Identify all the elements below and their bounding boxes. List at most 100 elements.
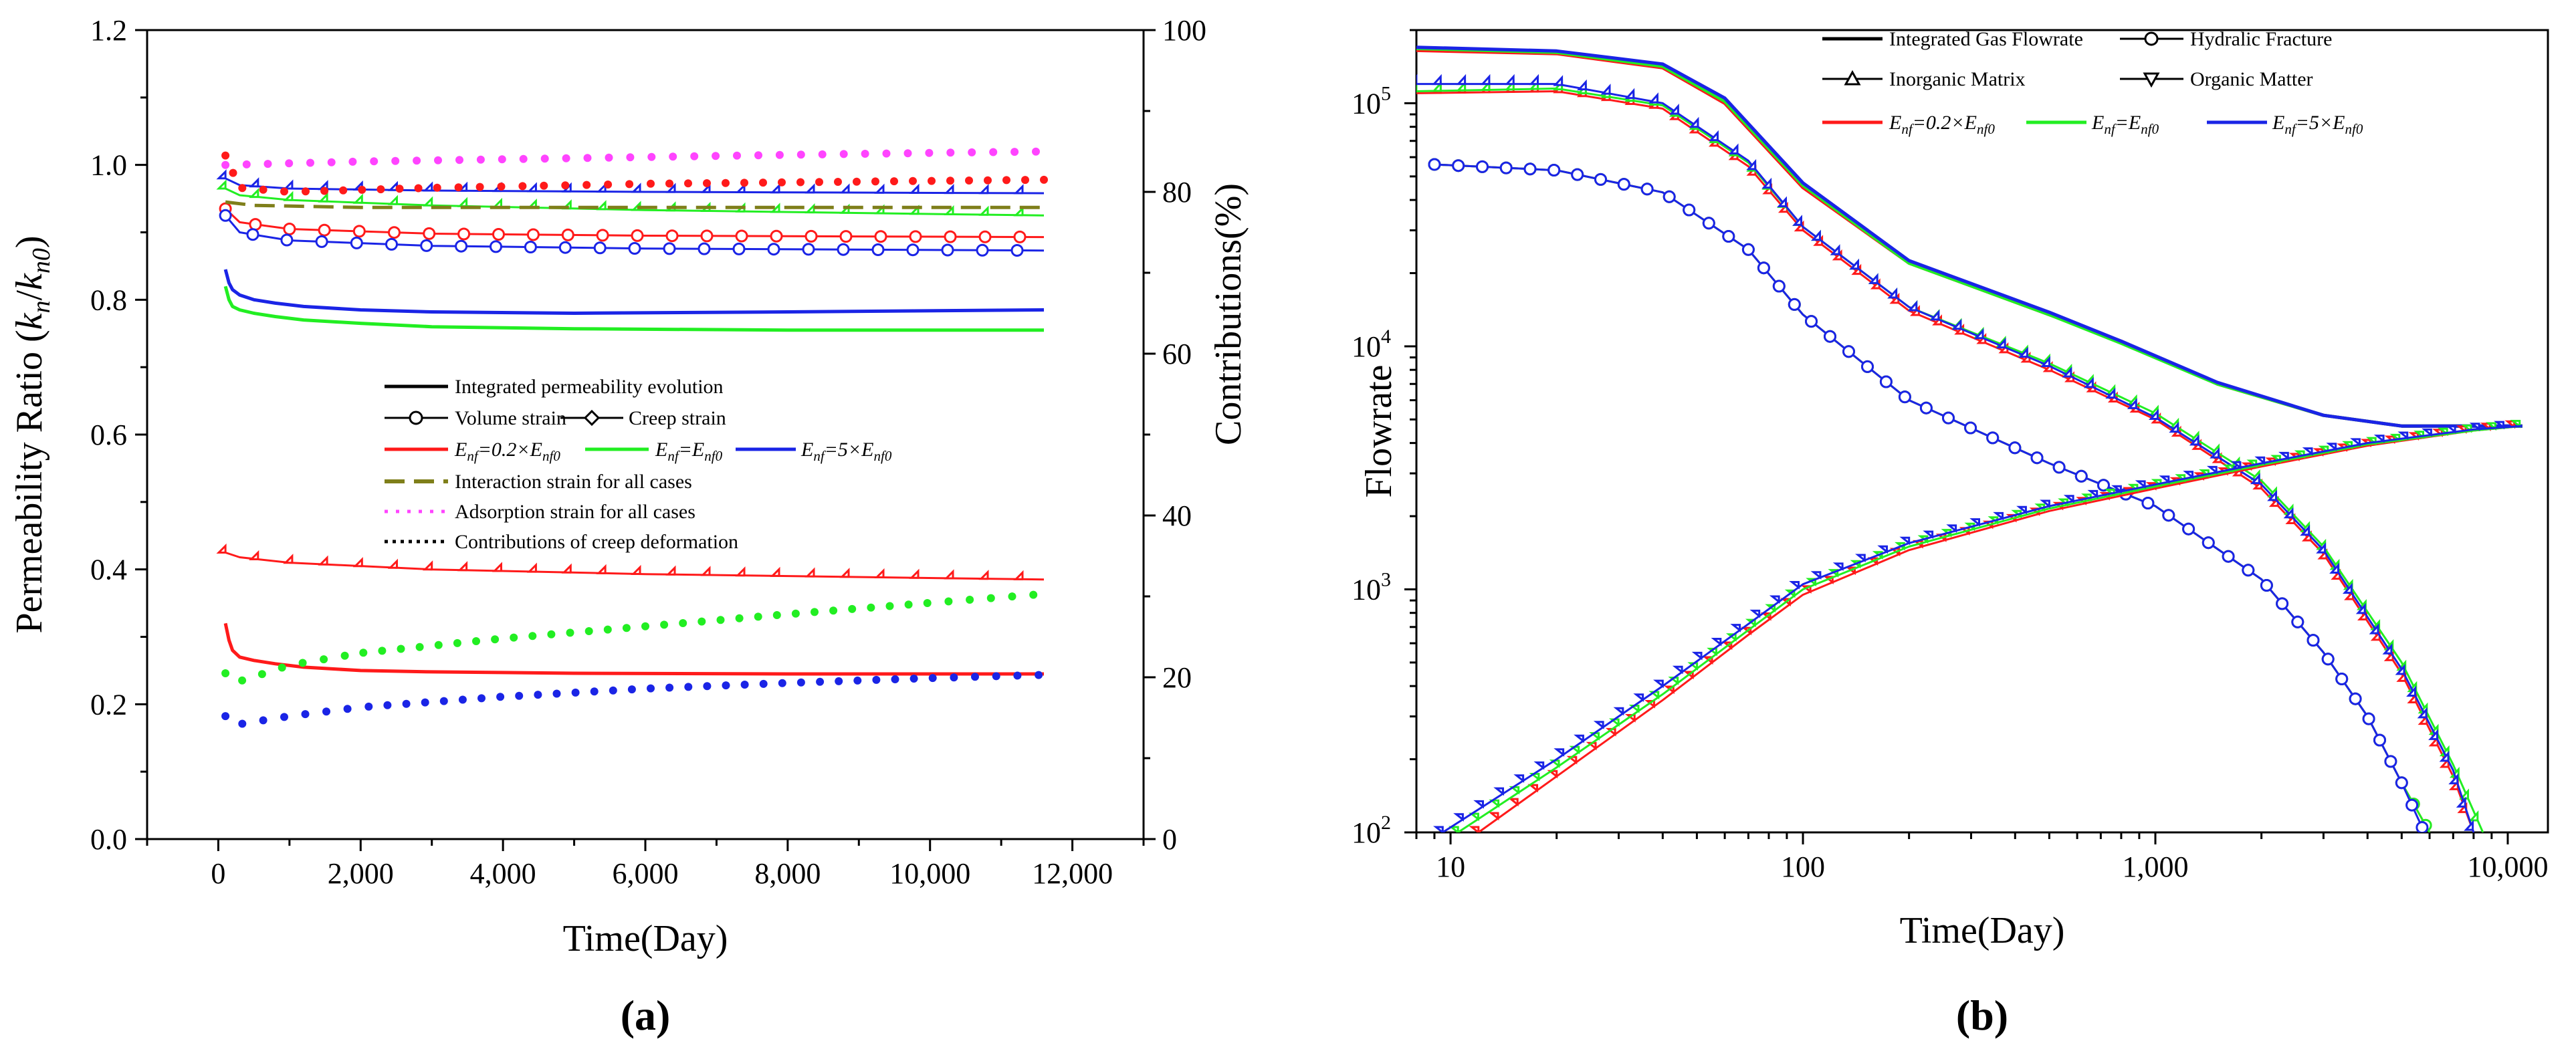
a-series-10-dot (518, 182, 527, 191)
b-series-11-marker (1946, 524, 1957, 534)
a-series-3-marker (283, 223, 296, 235)
a-series-10-dot (454, 183, 463, 192)
b-series-5-marker (2373, 733, 2386, 747)
a-series-11-dot (528, 632, 537, 641)
b-series-9-marker (1488, 812, 1499, 821)
a-series-9-dot (391, 156, 400, 165)
b-series-5-marker (1919, 401, 1933, 415)
b-series-8-marker (1431, 74, 1442, 86)
a-series-3-marker (388, 226, 401, 239)
legend-b-blue: Enf=5×Enf0 (2272, 112, 2363, 137)
b-series-8-marker (1669, 104, 1679, 115)
b-series-11-marker (1711, 638, 1722, 647)
a-series-10-dot (221, 151, 230, 160)
a-series-9-dot (818, 150, 827, 158)
b-series-5-marker (2141, 497, 2155, 509)
b-series-5-marker (1428, 158, 1441, 171)
a-series-10-dot (625, 180, 634, 189)
a-series-9-dot (476, 155, 485, 164)
a-series-4-marker (871, 243, 885, 256)
a-series-3-marker (318, 223, 331, 237)
a-series-9-dot (882, 149, 891, 158)
a-series-12-dot (259, 716, 267, 725)
b-series-11-marker (1672, 665, 1683, 675)
plot-frame-b (1415, 29, 2549, 834)
b-series-7 (1416, 87, 2484, 832)
a-series-4-marker (219, 209, 232, 222)
a-series-10-dot (684, 179, 692, 188)
b-series-11-marker (1730, 624, 1741, 632)
a-series-3-marker (770, 229, 783, 243)
a-series-12-dot (322, 707, 330, 716)
legend-a-creep: Creep strain (629, 407, 726, 429)
a-series-12-dot (439, 697, 448, 705)
a-series-5-marker (283, 554, 294, 564)
a-series-12-dot (238, 719, 247, 728)
y-tick-label-b: 102 (1352, 812, 1391, 849)
a-series-12-dot (872, 675, 881, 684)
b-series-8-marker (1624, 88, 1635, 100)
a-series-9-dot (775, 150, 784, 159)
a-series-7-marker (978, 184, 989, 195)
b-series-5-marker (2052, 461, 2066, 474)
b-series-5-marker (2008, 441, 2022, 455)
a-series-12-dot (402, 699, 411, 708)
b-series-11-marker (1433, 826, 1444, 832)
a-series-3-marker (352, 225, 366, 238)
a-series-10-dot (475, 183, 484, 191)
b-series-5-marker (2384, 755, 2397, 768)
x-tick-label-a: 6,000 (613, 857, 679, 890)
a-series-10-dot (582, 181, 591, 189)
b-series-8-marker (1792, 215, 1803, 226)
b-series-5-marker (1898, 390, 1911, 404)
y2-tick-label-a: 100 (1162, 14, 1206, 47)
x-tick-label-b: 1,000 (2122, 850, 2188, 883)
a-series-11-dot (679, 619, 687, 627)
y2-tick-label-a: 60 (1162, 338, 1192, 370)
a-series-12-dot (928, 674, 937, 683)
a-series-5-marker (631, 564, 641, 576)
b-series-8-marker (2210, 447, 2220, 459)
b-series-8-marker (1553, 75, 1564, 86)
a-series-9-dot (669, 152, 677, 161)
a-series-10-dot (740, 179, 748, 187)
b-series-8-marker (1648, 92, 1658, 104)
b-series-1 (1416, 47, 2523, 428)
a-series-4-marker (802, 243, 815, 256)
b-series-8-marker (2267, 489, 2278, 501)
a-series-2 (223, 269, 1045, 315)
a-series-11-dot (867, 603, 875, 612)
a-series-11-dot (848, 604, 857, 613)
b-series-8-marker (2316, 542, 2327, 554)
b-series-8-marker (1996, 337, 2006, 349)
b-series-8-marker (2448, 773, 2459, 785)
a-series-10-dot (302, 187, 310, 196)
a-series-11-dot (238, 676, 247, 685)
a-series-4-marker (315, 235, 328, 248)
b-series-11-marker (2326, 443, 2337, 451)
y-axis-title-b: Flowrate (1358, 364, 1400, 497)
b-series-11-marker (2159, 475, 2170, 484)
a-series-10-dot (796, 178, 804, 187)
a-series-6-marker (596, 200, 607, 211)
a-series-11-dot (547, 630, 556, 638)
a-series-5-marker (909, 568, 920, 579)
a-series-12-dot (950, 673, 958, 682)
a-series-3-marker (492, 228, 505, 241)
a-series-7-marker (249, 177, 259, 188)
b-series-11-marker (2445, 425, 2456, 434)
b-series-9-marker (1469, 826, 1480, 832)
a-series-9-dot (733, 151, 741, 160)
b-series-8-marker (1868, 273, 1879, 284)
y-tick-label-b: 105 (1352, 82, 1391, 120)
b-series-11-marker (1613, 707, 1624, 716)
a-series-12-dot (971, 673, 979, 681)
b-series-11-marker (1789, 581, 1800, 590)
a-series-11-dot (829, 606, 838, 615)
b-series-10-marker (1489, 799, 1500, 808)
b-series-11-marker (1473, 800, 1485, 809)
b-series-8-marker (2355, 602, 2366, 614)
a-series-9-dot (562, 154, 570, 162)
a-series-10-dot (703, 179, 711, 187)
b-series-11-marker (1633, 693, 1644, 702)
